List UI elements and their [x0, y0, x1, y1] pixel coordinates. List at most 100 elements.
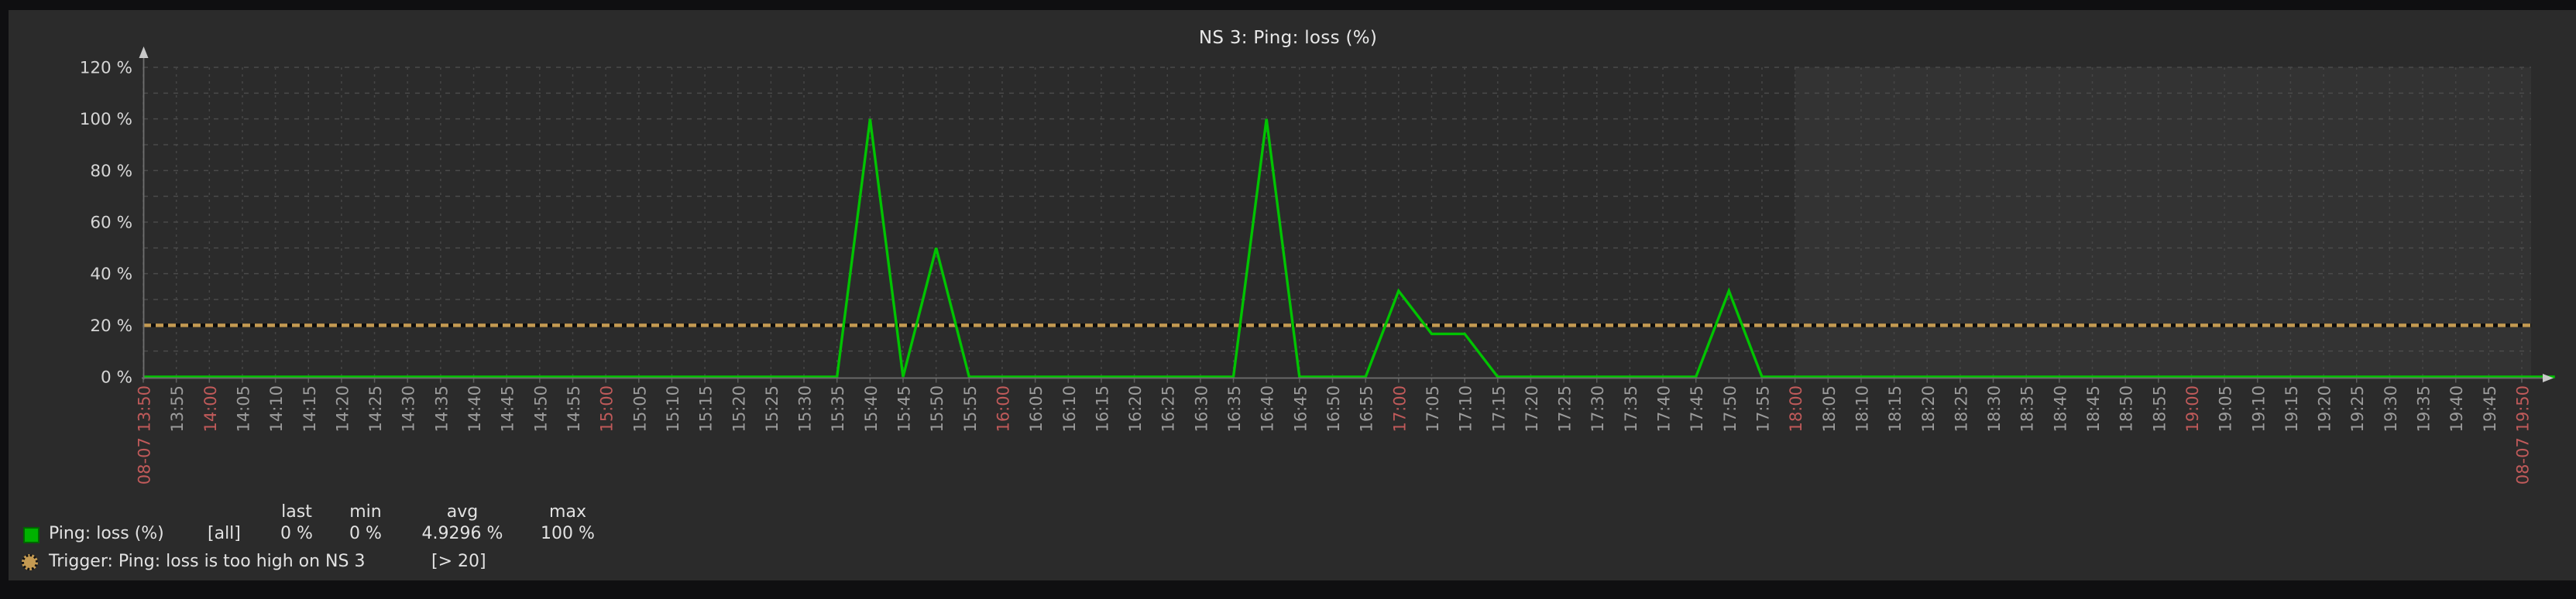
x-tick-label: 16:05 [1027, 385, 1046, 433]
x-tick-label: 16:00 [994, 385, 1012, 433]
x-tick-label: 18:35 [2018, 385, 2037, 433]
x-tick-label: 17:30 [1589, 385, 1607, 433]
x-tick-label: 08-07 19:50 [2514, 385, 2533, 484]
graph-title: NS 3: Ping: loss (%) [1198, 28, 1378, 48]
x-tick-label: 17:45 [1688, 385, 1706, 433]
x-tick-label: 16:45 [1291, 385, 1310, 433]
x-tick-label: 15:30 [796, 385, 815, 433]
x-tick-label: 14:50 [531, 385, 550, 433]
x-tick-label: 17:50 [1721, 385, 1740, 433]
x-tick-label: 14:25 [366, 385, 385, 433]
x-tick-label: 19:25 [2348, 385, 2367, 433]
x-tick-label: 17:25 [1556, 385, 1575, 433]
x-tick-label: 18:30 [1985, 385, 2004, 433]
legend-header-avg: avg [446, 502, 479, 522]
x-tick-label: 16:50 [1324, 385, 1343, 433]
x-tick-label: 17:20 [1523, 385, 1541, 433]
x-tick-label: 17:10 [1457, 385, 1475, 433]
legend-header-max: max [549, 502, 586, 522]
x-tick-label: 17:55 [1753, 385, 1772, 433]
legend-header-min: min [349, 502, 382, 522]
x-tick-label: 14:20 [333, 385, 352, 433]
y-tick-label: 20 % [90, 317, 132, 336]
x-tick-label: 15:00 [598, 385, 617, 433]
series-scope: [all] [208, 524, 241, 543]
x-tick-label: 19:05 [2217, 385, 2235, 433]
x-tick-label: 18:10 [1853, 385, 1871, 433]
x-tick-label: 14:05 [234, 385, 252, 433]
x-tick-label: 15:05 [630, 385, 649, 433]
x-tick-label: 14:35 [432, 385, 451, 433]
y-tick-label: 100 % [80, 110, 132, 129]
x-tick-label: 16:15 [1093, 385, 1111, 433]
x-tick-label: 15:15 [697, 385, 716, 433]
x-tick-label: 18:05 [1820, 385, 1839, 433]
y-tick-label: 120 % [80, 59, 132, 78]
x-tick-label: 19:00 [2183, 385, 2202, 433]
x-tick-label: 19:45 [2481, 385, 2499, 433]
y-tick-label: 80 % [90, 162, 132, 181]
x-tick-label: 14:15 [301, 385, 319, 433]
series-max: 100 % [541, 524, 595, 543]
x-tick-label: 18:00 [1787, 385, 1805, 433]
series-min: 0 % [349, 524, 382, 543]
x-tick-label: 08-07 13:50 [136, 385, 154, 484]
x-tick-label: 14:55 [565, 385, 583, 433]
series-avg: 4.9296 % [421, 524, 503, 543]
legend-header-last: last [281, 502, 312, 522]
x-tick-label: 18:40 [2051, 385, 2069, 433]
x-tick-label: 18:55 [2150, 385, 2169, 433]
x-tick-label: 18:20 [1919, 385, 1938, 433]
x-axis-arrow [2543, 374, 2554, 382]
x-tick-label: 19:15 [2282, 385, 2301, 433]
x-tick-label: 14:00 [201, 385, 220, 433]
x-tick-label: 17:40 [1655, 385, 1674, 433]
x-tick-label: 16:35 [1225, 385, 1244, 433]
x-tick-label: 18:25 [1952, 385, 1970, 433]
x-tick-label: 19:20 [2316, 385, 2334, 433]
x-tick-label: 16:55 [1358, 385, 1376, 433]
x-tick-label: 16:20 [1126, 385, 1145, 433]
y-axis-arrow [139, 46, 149, 58]
x-tick-label: 15:10 [664, 385, 682, 433]
x-tick-label: 17:15 [1489, 385, 1508, 433]
series-line [143, 118, 2555, 378]
x-tick-label: 14:40 [465, 385, 484, 433]
x-tick-label: 15:50 [928, 385, 946, 433]
x-tick-label: 15:35 [829, 385, 847, 433]
x-tick-label: 14:45 [499, 385, 517, 433]
x-tick-label: 18:50 [2117, 385, 2136, 433]
x-tick-label: 16:40 [1259, 385, 1277, 433]
x-tick-label: 14:30 [400, 385, 418, 433]
series-last: 0 % [280, 524, 313, 543]
x-tick-label: 15:40 [862, 385, 881, 433]
y-tick-label: 40 % [90, 265, 132, 284]
y-tick-label: 0 % [101, 368, 132, 388]
x-tick-label: 17:05 [1424, 385, 1442, 433]
x-tick-label: 18:45 [2084, 385, 2103, 433]
x-tick-label: 15:25 [763, 385, 781, 433]
x-tick-label: 19:35 [2415, 385, 2433, 433]
x-tick-label: 15:45 [895, 385, 914, 433]
x-tick-labels: 08-07 13:50 13:55 14:00 14:05 14:10 14:15 14:2… [136, 385, 2533, 484]
x-tick-label: 15:20 [730, 385, 748, 433]
x-tick-label: 19:30 [2382, 385, 2400, 433]
trigger-swatch [22, 554, 38, 570]
x-tick-label: 17:00 [1390, 385, 1409, 433]
y-tick-labels: 0 % 20 % 40 % 60 % 80 % 100 % 120 % [80, 59, 132, 388]
x-tick-label: 19:40 [2447, 385, 2466, 433]
x-grid [143, 67, 2523, 383]
x-tick-label: 14:10 [267, 385, 286, 433]
y-tick-label: 60 % [90, 214, 132, 233]
series-swatch [23, 527, 39, 543]
trigger-label: Trigger: Ping: loss is too high on NS 3 [49, 552, 366, 571]
series-label: Ping: loss (%) [49, 524, 164, 543]
x-tick-label: 16:30 [1192, 385, 1211, 433]
trigger-condition: [> 20] [431, 552, 486, 571]
x-tick-label: 17:35 [1622, 385, 1640, 433]
x-tick-label: 13:55 [168, 385, 187, 433]
x-tick-label: 15:55 [961, 385, 980, 433]
